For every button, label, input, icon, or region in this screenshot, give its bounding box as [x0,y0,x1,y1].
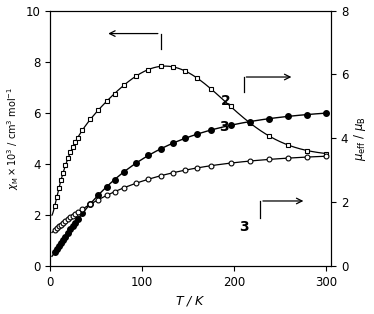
Text: 3: 3 [219,120,228,134]
Text: 3: 3 [239,219,249,234]
Y-axis label: $\chi_{\rm M}\times10^{3}$ / cm$^{3}$ mol$^{-1}$: $\chi_{\rm M}\times10^{3}$ / cm$^{3}$ mo… [6,87,21,190]
X-axis label: $T$ / K: $T$ / K [175,295,206,308]
Y-axis label: $\mu_{\rm eff}$ / $\mu_{\rm B}$: $\mu_{\rm eff}$ / $\mu_{\rm B}$ [352,116,368,161]
Text: 2: 2 [221,94,230,108]
